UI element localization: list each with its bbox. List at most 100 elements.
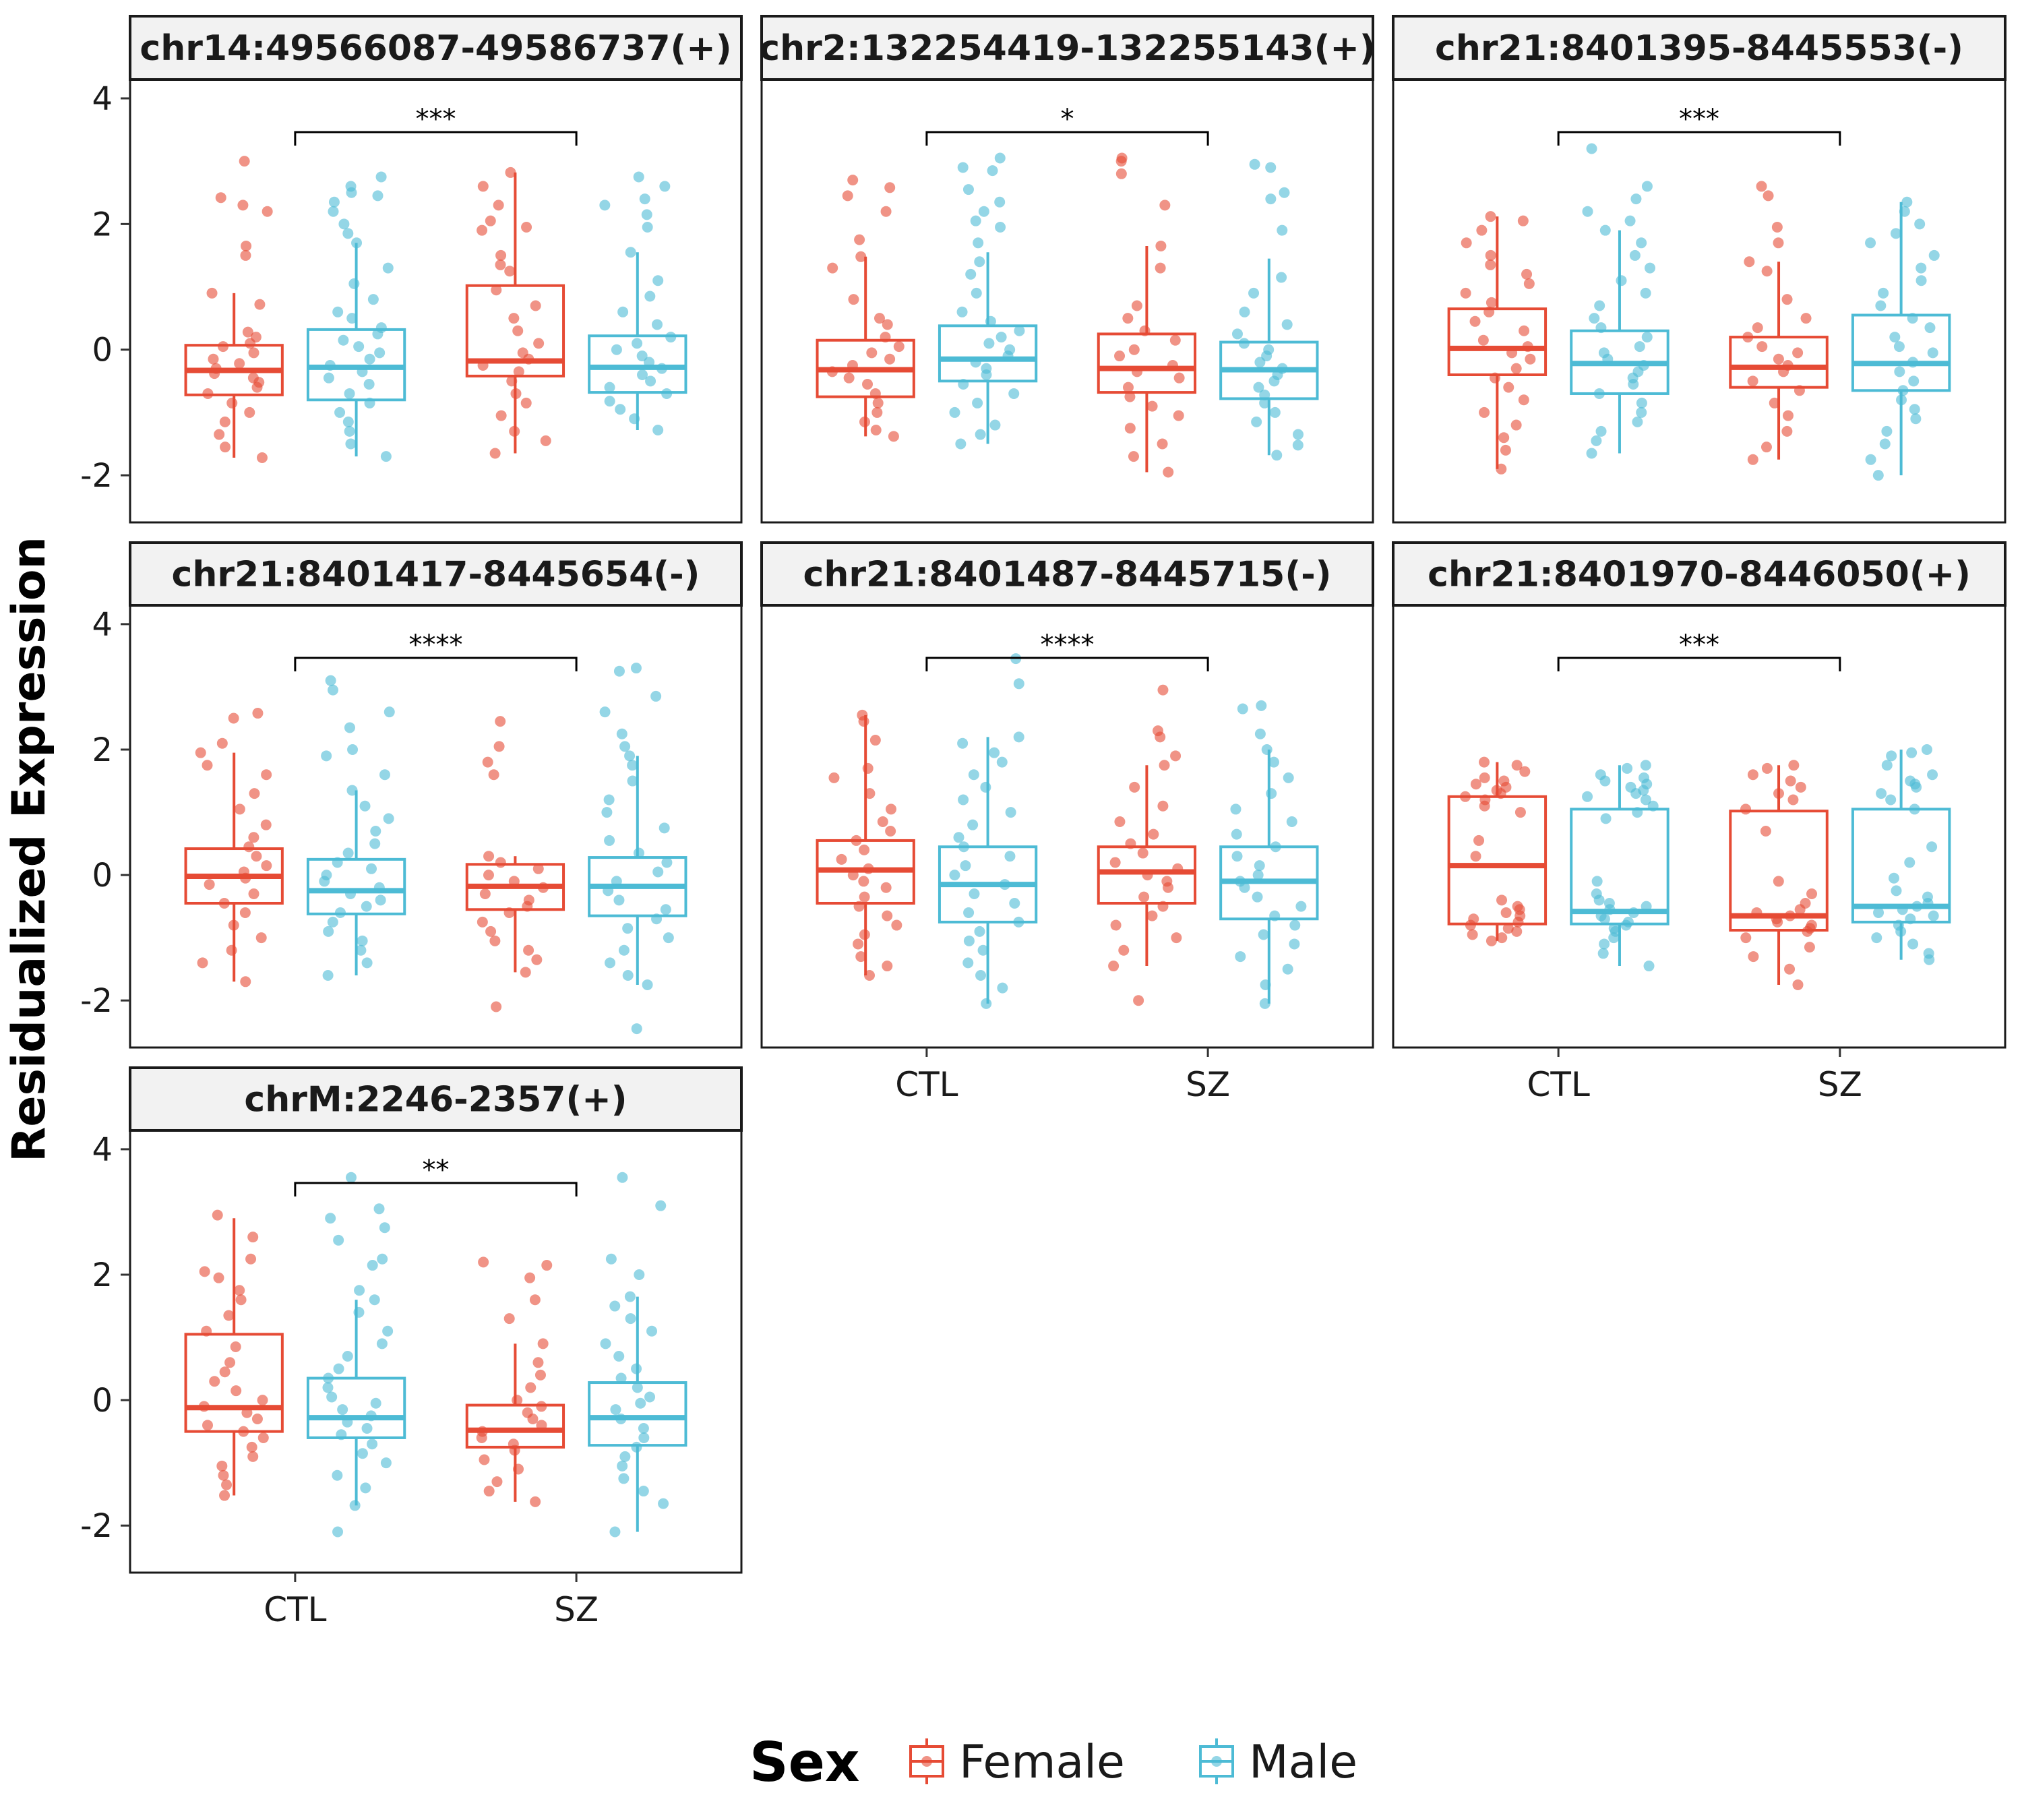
data-point — [1282, 963, 1293, 975]
data-point — [1124, 423, 1136, 434]
data-point — [345, 1172, 357, 1183]
data-point — [262, 206, 273, 217]
data-point — [1640, 794, 1651, 806]
data-point — [221, 1479, 233, 1490]
data-point — [617, 1172, 628, 1183]
significance-label: *** — [1679, 104, 1719, 135]
data-point — [495, 857, 506, 868]
x-tick-label: CTL — [1527, 1065, 1590, 1104]
data-point — [218, 897, 230, 909]
data-point — [1256, 700, 1267, 711]
legend-key-point — [1211, 1756, 1222, 1767]
data-point — [1266, 788, 1277, 799]
data-point — [1523, 278, 1535, 289]
panel-border — [1392, 604, 2006, 1049]
data-point — [634, 1269, 645, 1281]
data-point — [956, 306, 968, 317]
data-point — [1525, 353, 1536, 365]
data-point — [1479, 756, 1490, 768]
data-point — [510, 388, 522, 399]
data-point — [974, 926, 985, 937]
x-tick-label: CTL — [895, 1065, 958, 1104]
data-point — [646, 1325, 658, 1337]
data-point — [1788, 760, 1800, 771]
data-point — [1511, 926, 1523, 937]
data-point — [504, 266, 516, 277]
data-point — [1640, 760, 1651, 771]
data-point — [325, 675, 336, 686]
data-point — [216, 1460, 228, 1472]
data-point — [342, 228, 354, 239]
data-point — [859, 416, 871, 427]
data-point — [632, 1382, 643, 1393]
legend-title: Sex — [749, 1731, 859, 1794]
data-point — [1512, 916, 1524, 928]
panel: chr21:8401417-8445654(-) -2 0 2 4 **** — [80, 541, 743, 1049]
legend-entry-label: Female — [959, 1736, 1125, 1789]
data-point — [1622, 762, 1633, 774]
data-point — [483, 1486, 495, 1497]
data-point — [348, 278, 360, 289]
data-point — [534, 1369, 546, 1381]
data-point — [619, 741, 631, 752]
data-point — [240, 976, 251, 988]
data-point — [1595, 425, 1607, 437]
data-point — [1873, 907, 1885, 918]
data-point — [319, 876, 330, 887]
panel-border — [1392, 78, 2006, 524]
data-point — [377, 1253, 388, 1265]
panel-border — [760, 604, 1374, 1049]
data-point — [208, 353, 219, 365]
data-point — [958, 378, 969, 390]
data-point — [962, 184, 974, 195]
data-point — [1268, 756, 1279, 768]
data-point — [1773, 353, 1784, 365]
data-point — [985, 315, 996, 327]
data-point — [613, 894, 625, 906]
data-point — [842, 190, 853, 202]
data-point — [599, 200, 611, 211]
data-point — [1602, 353, 1614, 365]
x-tick-label: CTL — [264, 1590, 326, 1629]
data-point — [215, 192, 226, 204]
data-point — [855, 251, 867, 262]
box-iqr — [588, 334, 687, 394]
significance-label: *** — [416, 104, 456, 135]
data-point — [1628, 907, 1639, 918]
data-point — [884, 353, 896, 365]
data-point — [367, 294, 379, 305]
data-point — [1630, 788, 1642, 799]
data-point — [529, 1294, 541, 1306]
legend-key-point — [921, 1756, 932, 1767]
data-point — [1122, 313, 1134, 324]
data-point — [885, 803, 896, 815]
data-point — [197, 957, 208, 969]
data-point — [1773, 876, 1784, 887]
data-point — [1586, 143, 1597, 154]
data-point — [644, 291, 656, 302]
y-tick-label: 2 — [92, 1256, 113, 1294]
data-point — [855, 951, 867, 963]
data-point — [1496, 463, 1507, 475]
data-point — [1514, 807, 1526, 818]
data-point — [864, 969, 876, 981]
data-point — [1888, 872, 1899, 884]
data-point — [375, 894, 386, 906]
data-point — [1747, 769, 1758, 781]
data-point — [485, 215, 496, 226]
data-point — [508, 876, 520, 887]
data-point — [1485, 259, 1496, 270]
data-point — [530, 1496, 541, 1507]
data-point — [1910, 413, 1922, 425]
data-point — [957, 162, 969, 173]
significance-label: **** — [1041, 630, 1095, 661]
data-point — [665, 332, 677, 343]
data-point — [1254, 357, 1266, 368]
data-point — [512, 1395, 523, 1406]
data-point — [351, 237, 363, 249]
data-point — [509, 1445, 520, 1456]
facet-strip-title: chrM:2246-2357(+) — [244, 1080, 627, 1120]
data-point — [1782, 410, 1794, 421]
data-point — [1763, 190, 1774, 202]
data-point — [1751, 907, 1763, 918]
